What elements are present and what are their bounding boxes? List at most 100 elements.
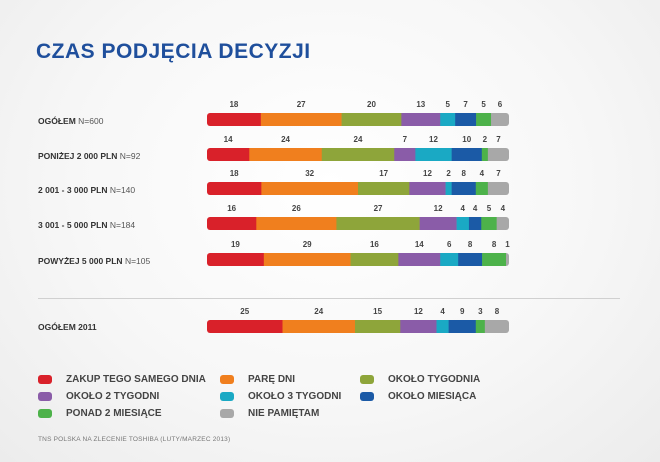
bar-segment xyxy=(256,217,337,230)
bar-row xyxy=(207,217,509,230)
bar-segment xyxy=(261,182,359,195)
bar-segment xyxy=(455,113,477,126)
data-label: 12 xyxy=(434,204,443,213)
data-label: 26 xyxy=(292,204,301,213)
data-label: 29 xyxy=(303,240,312,249)
row-label: POWYŻEJ 5 000 PLN N=105 xyxy=(38,256,151,266)
legend-item: OKOŁO 2 TYGODNI xyxy=(38,391,159,402)
data-label: 5 xyxy=(481,100,486,109)
data-label: 12 xyxy=(414,307,423,316)
bar-row xyxy=(207,253,509,266)
data-label: 24 xyxy=(354,135,363,144)
bar-segment xyxy=(394,148,416,161)
bar-segment xyxy=(440,113,456,126)
bar-row xyxy=(207,320,509,333)
legend-swatch xyxy=(360,392,374,401)
bar-segment xyxy=(419,217,457,230)
data-label: 4 xyxy=(480,169,485,178)
legend-swatch xyxy=(220,392,234,401)
data-label: 13 xyxy=(416,100,425,109)
bar-segment xyxy=(468,217,482,230)
data-label: 19 xyxy=(231,240,240,249)
bar-segment xyxy=(260,113,342,126)
data-label: 9 xyxy=(460,307,465,316)
data-label: 24 xyxy=(281,135,290,144)
row-label: 3 001 - 5 000 PLN N=184 xyxy=(38,220,136,230)
data-label: 8 xyxy=(461,169,466,178)
bar-segment xyxy=(409,182,446,195)
bar-segment xyxy=(448,320,477,333)
bar-segment xyxy=(475,182,489,195)
legend-swatch xyxy=(38,392,52,401)
data-label: 32 xyxy=(305,169,314,178)
legend-swatch xyxy=(220,375,234,384)
data-label: 5 xyxy=(487,204,492,213)
bar-segment xyxy=(487,182,509,195)
bar-segment xyxy=(482,253,507,266)
bar-segment xyxy=(207,217,257,230)
divider xyxy=(38,298,620,299)
bar-segment xyxy=(321,148,395,161)
data-label: 12 xyxy=(423,169,432,178)
legend-item: OKOŁO MIESIĄCA xyxy=(360,391,476,402)
data-label: 12 xyxy=(429,135,438,144)
chart-title: CZAS PODJĘCIA DECYZJI xyxy=(36,40,311,63)
data-label: 1 xyxy=(505,240,510,249)
data-label: 8 xyxy=(492,240,497,249)
data-label: 5 xyxy=(445,100,450,109)
bar-segment xyxy=(491,113,509,126)
bar-segment xyxy=(415,148,452,161)
bar-segment xyxy=(440,253,459,266)
data-label: 8 xyxy=(495,307,500,316)
bar-segment xyxy=(350,253,399,266)
data-label: 4 xyxy=(461,204,466,213)
row-label: 2 001 - 3 000 PLN N=140 xyxy=(38,185,136,195)
data-label: 14 xyxy=(415,240,424,249)
bar-segment xyxy=(481,148,489,161)
bar-row xyxy=(207,182,509,195)
legend-item: OKOŁO 3 TYGODNI xyxy=(220,391,341,402)
bar-segment xyxy=(456,217,470,230)
data-label: 4 xyxy=(501,204,506,213)
legend-item: OKOŁO TYGODNIA xyxy=(360,374,480,385)
bar-segment xyxy=(341,113,402,126)
bar-segment xyxy=(336,217,420,230)
row-label: PONIŻEJ 2 000 PLN N=92 xyxy=(38,151,141,161)
bar-segment xyxy=(207,253,265,266)
data-label: 7 xyxy=(463,100,468,109)
legend-swatch xyxy=(360,375,374,384)
legend-swatch xyxy=(38,409,52,418)
bar-segment xyxy=(400,320,437,333)
bar-segment xyxy=(282,320,356,333)
bar-segment xyxy=(487,148,509,161)
bar-segment xyxy=(358,182,410,195)
row-label: OGÓŁEM 2011 xyxy=(38,322,97,332)
bar-segment xyxy=(506,253,509,266)
data-label: 6 xyxy=(447,240,452,249)
data-label: 2 xyxy=(446,169,451,178)
data-label: 7 xyxy=(403,135,408,144)
bar-segment xyxy=(451,148,483,161)
bar-segment xyxy=(458,253,483,266)
data-label: 7 xyxy=(496,135,501,144)
bar-segment xyxy=(207,320,283,333)
bar-segment xyxy=(445,182,452,195)
data-label: 4 xyxy=(440,307,445,316)
legend-item: PONAD 2 MIESIĄCE xyxy=(38,408,162,419)
data-label: 10 xyxy=(462,135,471,144)
data-label: 7 xyxy=(496,169,501,178)
data-label: 16 xyxy=(370,240,379,249)
data-label: 2 xyxy=(483,135,488,144)
bar-segment xyxy=(249,148,323,161)
bar-segment xyxy=(207,148,250,161)
data-label: 15 xyxy=(373,307,382,316)
row-label: OGÓŁEM N=600 xyxy=(38,116,104,126)
source-note: TNS POLSKA NA ZLECENIE TOSHIBA (LUTY/MAR… xyxy=(38,436,231,443)
data-label: 27 xyxy=(297,100,306,109)
data-label: 20 xyxy=(367,100,376,109)
bar-segment xyxy=(207,113,262,126)
data-label: 3 xyxy=(478,307,483,316)
legend-swatch xyxy=(38,375,52,384)
bar-segment xyxy=(481,217,497,230)
